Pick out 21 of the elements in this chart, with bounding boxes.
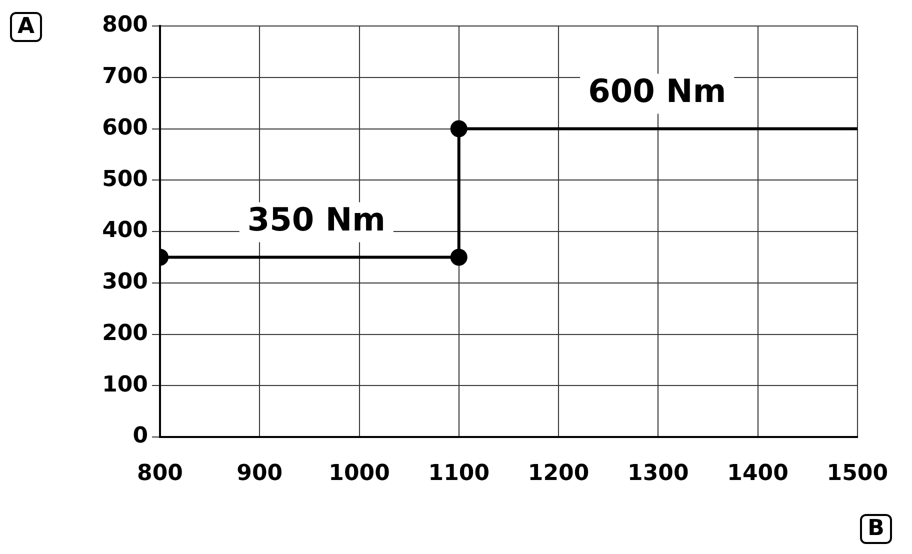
y-tick-label: 300 [102,270,148,295]
x-tick-label: 1100 [428,460,490,486]
y-tick-label: 200 [102,320,148,346]
x-tick-label: 1300 [628,460,689,486]
annotation: 350 Nm [247,200,386,238]
y-tick-label: 600 [102,115,148,140]
x-tick-label: 1200 [528,460,590,486]
x-tick-label: 1000 [328,460,390,486]
y-tick-label: 0 [132,424,148,449]
y-tick-label: 800 [102,12,148,38]
y-tick-label: 700 [102,64,148,90]
x-tick-label: 800 [137,460,183,486]
y-axis-title: A [10,12,42,42]
x-tick-label: 1500 [826,460,888,486]
y-tick-label: 100 [102,372,148,398]
x-tick-label: 1400 [727,460,788,486]
x-tick-label: 900 [236,460,283,486]
x-axis-title: B [860,514,892,544]
annotation: 600 Nm [588,72,726,110]
y-tick-label: 500 [102,166,148,192]
y-tick-label: 400 [102,218,148,244]
